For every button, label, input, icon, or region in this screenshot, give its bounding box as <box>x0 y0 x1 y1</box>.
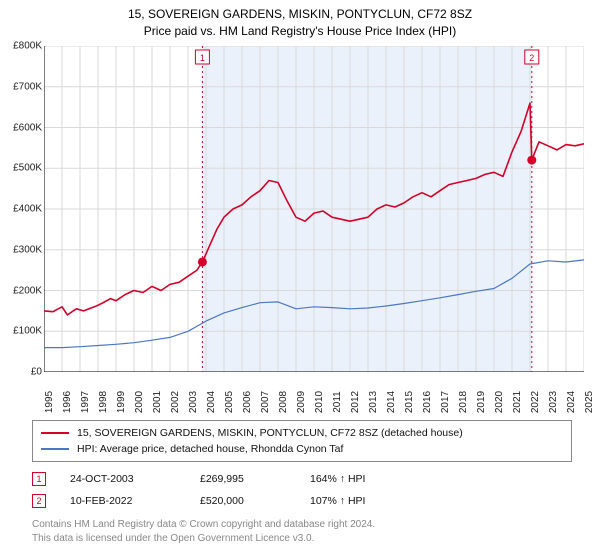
y-tick-label: £200K <box>0 285 42 296</box>
transaction-row: 2 10-FEB-2022 £520,000 107% ↑ HPI <box>32 490 572 512</box>
marker-badge: 2 <box>32 494 46 508</box>
title-line1: 15, SOVEREIGN GARDENS, MISKIN, PONTYCLUN… <box>0 6 600 23</box>
legend-text: 15, SOVEREIGN GARDENS, MISKIN, PONTYCLUN… <box>77 427 463 439</box>
x-tick-label: 2009 <box>296 391 307 413</box>
x-tick-label: 1995 <box>44 391 55 413</box>
x-tick-label: 1998 <box>98 391 109 413</box>
transactions-table: 1 24-OCT-2003 £269,995 164% ↑ HPI 2 10-F… <box>32 468 572 512</box>
x-tick-label: 2019 <box>476 391 487 413</box>
x-tick-label: 2023 <box>548 391 559 413</box>
x-tick-label: 2005 <box>224 391 235 413</box>
x-tick-label: 2024 <box>566 391 577 413</box>
title-block: 15, SOVEREIGN GARDENS, MISKIN, PONTYCLUN… <box>0 0 600 40</box>
legend-row: 15, SOVEREIGN GARDENS, MISKIN, PONTYCLUN… <box>41 425 563 441</box>
x-tick-label: 2021 <box>512 391 523 413</box>
x-tick-label: 2000 <box>134 391 145 413</box>
x-tick-label: 2022 <box>530 391 541 413</box>
x-tick-label: 2011 <box>332 391 343 413</box>
legend-row: HPI: Average price, detached house, Rhon… <box>41 441 563 457</box>
y-tick-label: £700K <box>0 81 42 92</box>
x-tick-label: 2018 <box>458 391 469 413</box>
x-tick-label: 2020 <box>494 391 505 413</box>
y-tick-label: £400K <box>0 204 42 215</box>
x-tick-label: 2017 <box>440 391 451 413</box>
chart-area: 12 <box>44 46 584 372</box>
svg-text:1: 1 <box>200 53 205 63</box>
transaction-row: 1 24-OCT-2003 £269,995 164% ↑ HPI <box>32 468 572 490</box>
transaction-price: £269,995 <box>200 473 310 485</box>
transaction-price: £520,000 <box>200 495 310 507</box>
x-tick-label: 2006 <box>242 391 253 413</box>
title-line2: Price paid vs. HM Land Registry's House … <box>0 23 600 40</box>
y-tick-label: £500K <box>0 163 42 174</box>
y-tick-label: £0 <box>0 367 42 378</box>
x-tick-label: 2015 <box>404 391 415 413</box>
footer-line2: This data is licensed under the Open Gov… <box>32 532 572 546</box>
legend-swatch <box>41 432 69 434</box>
y-tick-label: £300K <box>0 244 42 255</box>
y-tick-label: £100K <box>0 326 42 337</box>
marker-badge: 1 <box>32 472 46 486</box>
x-tick-label: 2014 <box>386 391 397 413</box>
x-tick-label: 2007 <box>260 391 271 413</box>
x-tick-label: 2016 <box>422 391 433 413</box>
transaction-delta: 164% ↑ HPI <box>310 473 430 485</box>
y-tick-label: £600K <box>0 122 42 133</box>
y-tick-label: £800K <box>0 41 42 52</box>
transaction-date: 10-FEB-2022 <box>70 495 200 507</box>
svg-text:2: 2 <box>529 53 534 63</box>
footer-attribution: Contains HM Land Registry data © Crown c… <box>32 518 572 545</box>
x-tick-label: 2003 <box>188 391 199 413</box>
x-tick-label: 2001 <box>152 391 163 413</box>
x-tick-label: 2010 <box>314 391 325 413</box>
transaction-delta: 107% ↑ HPI <box>310 495 430 507</box>
transaction-date: 24-OCT-2003 <box>70 473 200 485</box>
legend-swatch <box>41 448 69 450</box>
x-tick-label: 1997 <box>80 391 91 413</box>
x-tick-label: 2004 <box>206 391 217 413</box>
x-tick-label: 2025 <box>584 391 595 413</box>
x-tick-label: 1996 <box>62 391 73 413</box>
x-tick-label: 2002 <box>170 391 181 413</box>
x-tick-label: 2012 <box>350 391 361 413</box>
legend-text: HPI: Average price, detached house, Rhon… <box>77 443 343 455</box>
x-tick-label: 1999 <box>116 391 127 413</box>
price-chart: 12 <box>44 46 584 372</box>
chart-container: 15, SOVEREIGN GARDENS, MISKIN, PONTYCLUN… <box>0 0 600 560</box>
footer-line1: Contains HM Land Registry data © Crown c… <box>32 518 572 532</box>
legend-box: 15, SOVEREIGN GARDENS, MISKIN, PONTYCLUN… <box>32 420 572 462</box>
x-tick-label: 2013 <box>368 391 379 413</box>
x-tick-label: 2008 <box>278 391 289 413</box>
